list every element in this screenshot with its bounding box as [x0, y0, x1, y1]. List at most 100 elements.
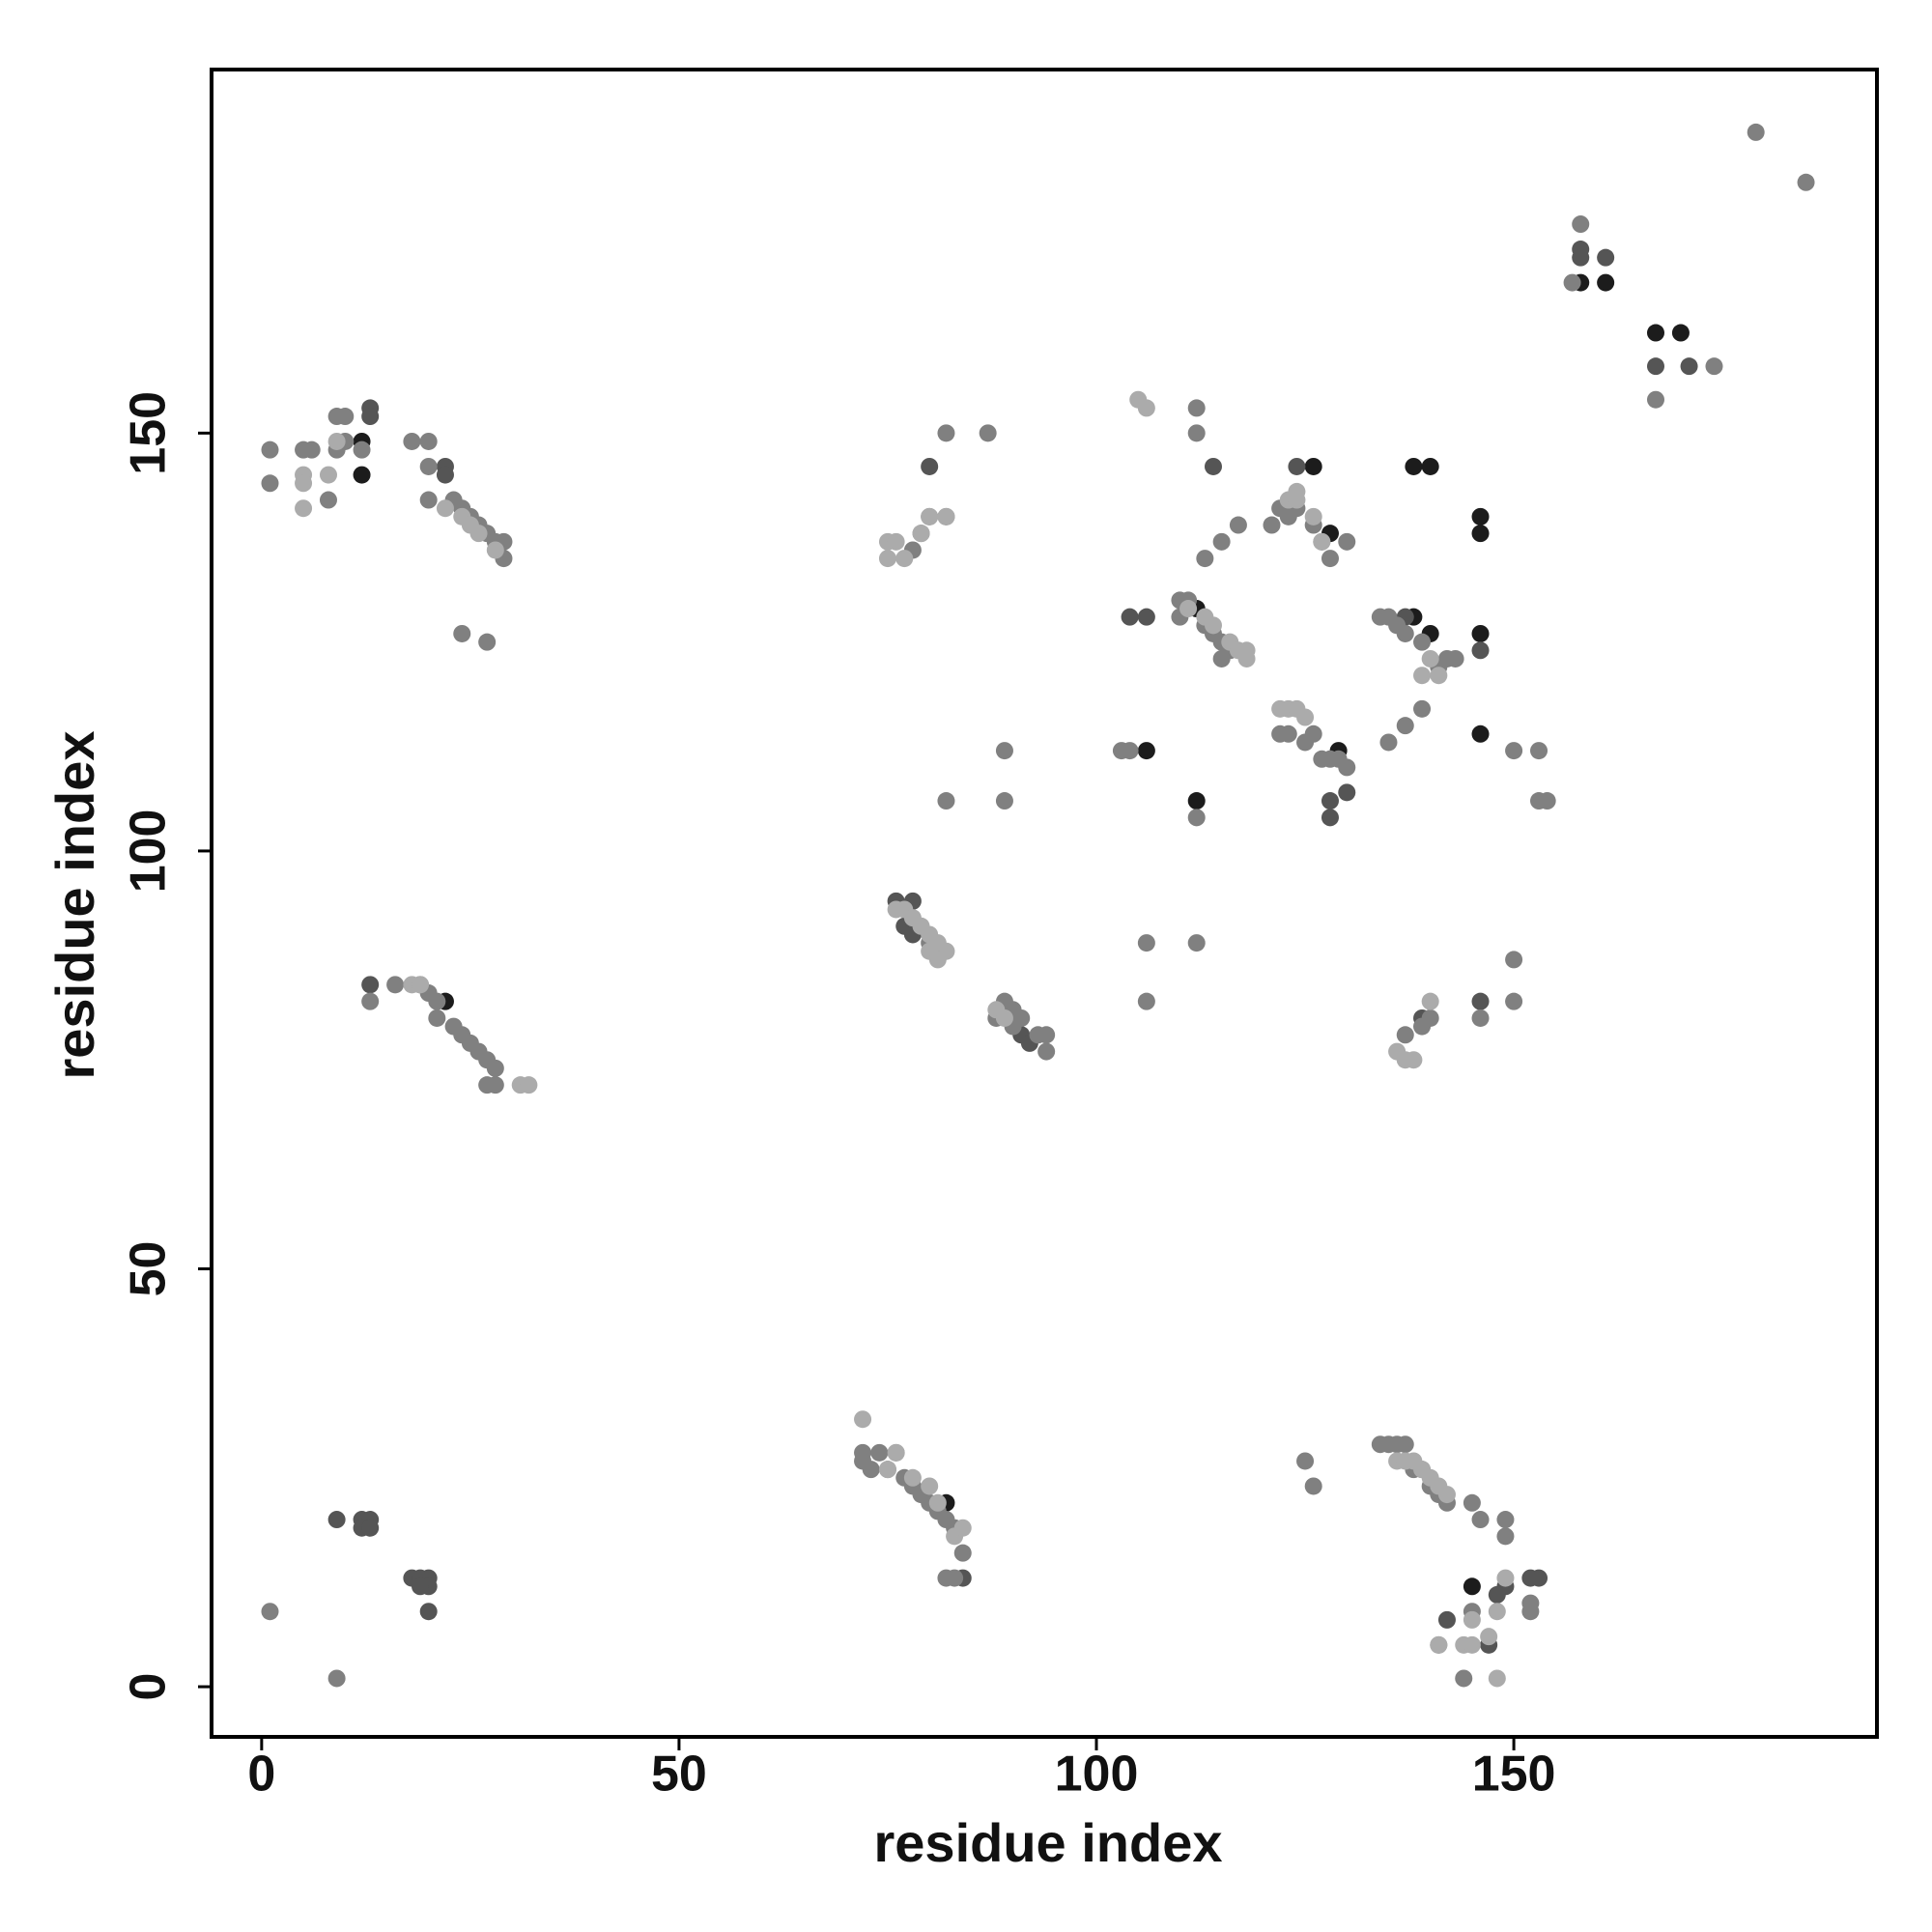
point [928, 1493, 947, 1512]
point [412, 1577, 430, 1596]
point [1597, 273, 1615, 292]
point [921, 507, 939, 526]
point [1471, 1511, 1490, 1529]
point [921, 457, 939, 475]
point [1229, 516, 1247, 534]
point [995, 1009, 1013, 1027]
point [1471, 624, 1490, 642]
point [336, 408, 355, 426]
point [419, 457, 438, 475]
x-tick-label: 50 [651, 1747, 707, 1803]
point [327, 432, 346, 450]
point [1597, 248, 1615, 267]
point [403, 432, 421, 450]
point [1705, 357, 1723, 376]
point [520, 1076, 538, 1094]
point [878, 1461, 896, 1479]
point [1237, 649, 1256, 668]
point [1471, 641, 1490, 660]
point [412, 976, 430, 994]
x-tick-label: 150 [1472, 1747, 1556, 1803]
point [1496, 1511, 1515, 1529]
point [921, 1477, 939, 1495]
point [1396, 624, 1414, 642]
point [302, 440, 321, 459]
point [327, 1511, 346, 1529]
point [1196, 550, 1214, 568]
point [436, 499, 454, 518]
point [1288, 457, 1306, 475]
point [1471, 724, 1490, 743]
point [1463, 1577, 1481, 1596]
point [1396, 1026, 1414, 1044]
point [1530, 742, 1548, 760]
point [1646, 324, 1664, 342]
point [1396, 717, 1414, 735]
point [1338, 758, 1356, 777]
point [1538, 792, 1556, 810]
plot-frame [210, 68, 1879, 1739]
point [1505, 742, 1523, 760]
point [1379, 733, 1398, 752]
point [1437, 1486, 1456, 1504]
y-tick-label: 100 [121, 810, 177, 894]
point [912, 525, 930, 543]
point [1212, 532, 1231, 551]
x-axis-label: residue index [873, 1812, 1222, 1873]
point [1747, 123, 1765, 141]
point [937, 507, 955, 526]
point [1471, 525, 1490, 543]
point [428, 992, 446, 1010]
point [1505, 951, 1523, 969]
point [1321, 792, 1339, 810]
point [1463, 1610, 1481, 1629]
point [428, 1009, 446, 1027]
point [887, 532, 905, 551]
point [1296, 1452, 1315, 1470]
point [1321, 550, 1339, 568]
point [478, 633, 497, 651]
point [1413, 633, 1432, 651]
point [295, 499, 313, 518]
point [995, 792, 1013, 810]
y-axis-label: residue index [44, 730, 105, 1079]
point [1488, 1669, 1506, 1688]
point [1204, 616, 1222, 635]
point [486, 541, 504, 559]
point [862, 1461, 880, 1479]
point [1187, 424, 1206, 442]
point [878, 550, 896, 568]
point [1471, 1009, 1490, 1027]
point [887, 1443, 905, 1462]
point [1496, 1569, 1515, 1587]
point [361, 976, 380, 994]
point [946, 1569, 964, 1587]
point [353, 466, 371, 484]
point [1137, 608, 1155, 626]
point [979, 424, 997, 442]
point [295, 474, 313, 493]
point [1396, 1435, 1414, 1454]
point [1488, 1585, 1506, 1604]
point [1471, 507, 1490, 526]
point [1446, 649, 1464, 668]
point [1137, 742, 1155, 760]
point [1671, 324, 1690, 342]
point [937, 424, 955, 442]
point [1463, 1635, 1481, 1654]
point [486, 1059, 504, 1077]
point [1405, 457, 1423, 475]
point [319, 491, 337, 509]
point [1421, 649, 1439, 668]
point [1137, 992, 1155, 1010]
point [953, 1544, 972, 1562]
point [436, 466, 454, 484]
point [1012, 1009, 1031, 1027]
point [1797, 173, 1815, 191]
point [1680, 357, 1698, 376]
point [1304, 457, 1322, 475]
y-tick-label: 150 [121, 391, 177, 475]
point [1421, 457, 1439, 475]
point [1212, 649, 1231, 668]
